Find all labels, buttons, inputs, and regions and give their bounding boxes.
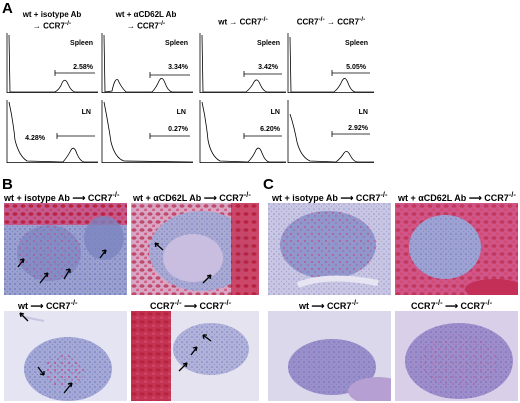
arrow-icon: ⟶ [311, 301, 325, 311]
micrograph-b4 [131, 311, 259, 401]
caption-b3: wt ⟶ CCR7-/- [18, 298, 78, 311]
panel-label-b: B [2, 176, 13, 193]
caption-b1: wt + isotype Ab ⟶ CCR7-/- [4, 190, 120, 203]
histogram-percent: 6.20% [260, 126, 281, 133]
histogram-percent: 2.58% [73, 64, 94, 71]
arrow-icon: ⟶ [184, 301, 198, 311]
arrow-icon: ⟶ [203, 193, 217, 203]
col-header-1-line1: wt + isotype Ab [22, 10, 82, 19]
histogram-tissue-label: Spleen [257, 40, 280, 47]
col-header-1-line2: → CCR7-/- [32, 20, 72, 31]
arrow-icon: ⟶ [340, 193, 354, 203]
histogram-percent: 4.28% [25, 135, 46, 142]
histogram-spleen-col4: Spleen 5.05% [286, 33, 374, 93]
col-header-4: CCR7-/- → CCR7-/- [296, 16, 366, 27]
histogram-ln-col4: LN 2.92% [286, 100, 374, 163]
caption-c4: CCR7-/- ⟶ CCR7-/- [411, 298, 493, 311]
histogram-percent: 3.42% [258, 64, 279, 71]
arrow-icon: → [32, 21, 41, 31]
histogram-spleen-col1: Spleen 2.58% [5, 33, 98, 93]
arrow-icon: → [327, 17, 335, 27]
histogram-percent: 2.92% [348, 125, 369, 132]
arrow-icon: ⟶ [445, 301, 459, 311]
arrow-icon: ⟶ [468, 193, 482, 203]
micrograph-c2 [395, 203, 518, 295]
histogram-percent: 3.34% [168, 64, 189, 71]
micrograph-b3 [4, 311, 127, 401]
panel-label-c: C [263, 176, 274, 193]
histogram-tissue-label: LN [271, 109, 280, 116]
histogram-ln-col2: LN 0.27% [100, 100, 193, 163]
micrograph-c4 [395, 311, 518, 401]
col-header-2: wt + αCD62L Ab → CCR7-/- [100, 10, 192, 31]
arrow-icon: ⟶ [30, 301, 44, 311]
histogram-percent: 5.05% [346, 64, 367, 71]
histogram-tissue-label: LN [82, 109, 91, 116]
histogram-spleen-col2: Spleen 3.34% [100, 33, 193, 93]
col-header-2-line1: wt + αCD62L Ab [115, 10, 177, 19]
histogram-ln-col1: LN 4.28% [5, 100, 98, 163]
histogram-percent: 0.27% [168, 126, 189, 133]
histogram-tissue-label: Spleen [345, 40, 368, 47]
arrow-icon: → [229, 17, 238, 27]
caption-c3: wt ⟶ CCR7-/- [299, 298, 359, 311]
col-header-2-line2: → CCR7-/- [126, 20, 166, 31]
histogram-tissue-label: Spleen [165, 40, 188, 47]
caption-b4: CCR7-/- ⟶ CCR7-/- [150, 298, 232, 311]
micrograph-b2 [131, 203, 259, 295]
micrograph-c3 [268, 311, 391, 401]
col-header-3: wt → CCR7-/- [218, 16, 268, 27]
arrow-icon: ⟶ [72, 193, 86, 203]
arrow-icon: → [126, 21, 135, 31]
panel-label-a: A [2, 0, 13, 17]
micrograph-c1 [268, 203, 391, 295]
histogram-tissue-label: LN [359, 109, 368, 116]
histogram-tissue-label: Spleen [70, 40, 93, 47]
caption-c1: wt + isotype Ab ⟶ CCR7-/- [272, 190, 388, 203]
histogram-ln-col3: LN 6.20% [198, 100, 286, 163]
caption-b2: wt + αCD62L Ab ⟶ CCR7-/- [133, 190, 251, 203]
micrograph-b1 [4, 203, 127, 295]
histogram-tissue-label: LN [177, 109, 186, 116]
col-header-1: wt + isotype Ab → CCR7-/- [6, 10, 98, 31]
caption-c2: wt + αCD62L Ab ⟶ CCR7-/- [398, 190, 516, 203]
histogram-spleen-col3: Spleen 3.42% [198, 33, 286, 93]
